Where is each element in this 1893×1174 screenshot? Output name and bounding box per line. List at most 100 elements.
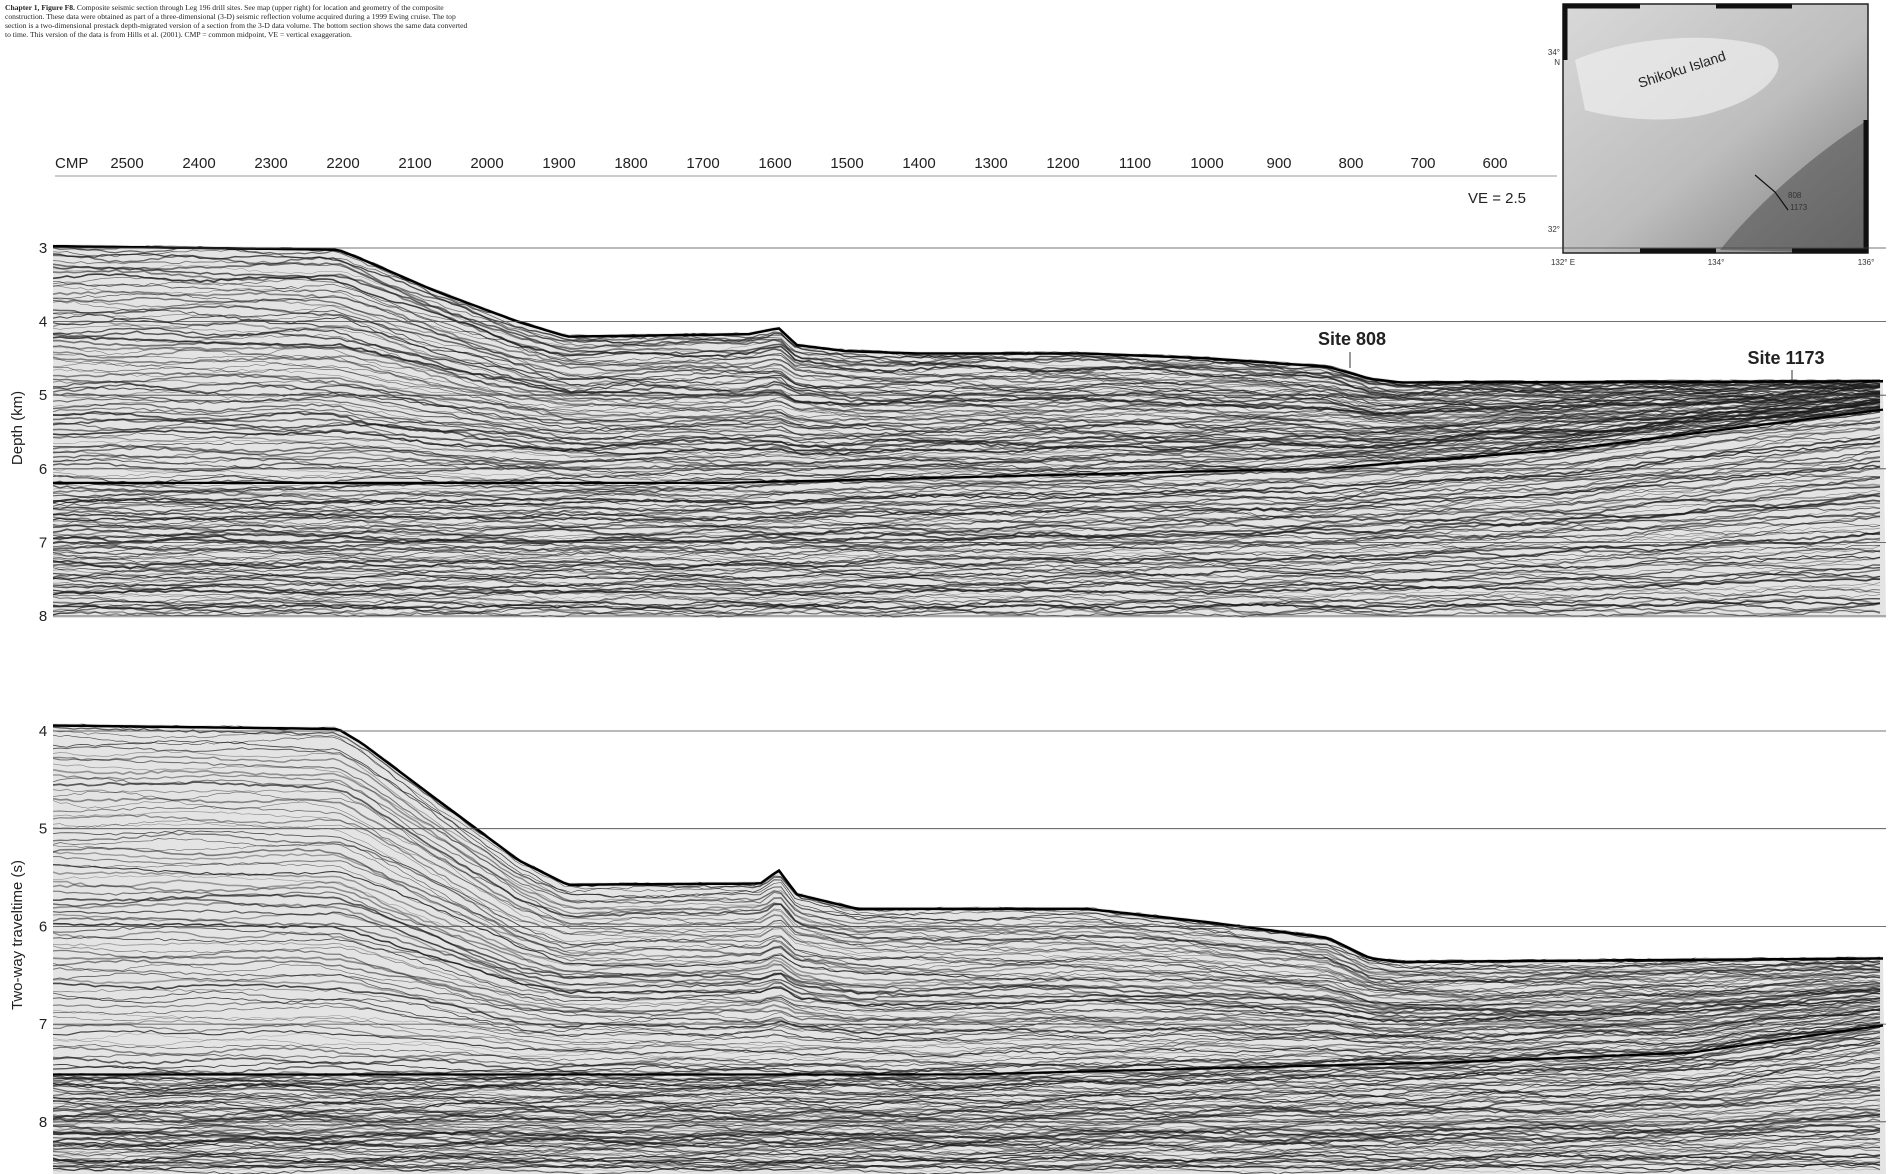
seismic-reflector — [53, 805, 1881, 988]
seismic-reflector — [53, 945, 1881, 1030]
seismic-reflector — [53, 406, 1881, 462]
cmp-tick-label: 1400 — [902, 155, 935, 172]
cmp-tick-label: 1600 — [758, 155, 791, 172]
time-tick-label: 4 — [39, 723, 47, 740]
seafloor — [52, 724, 1883, 964]
map-lon-label: 132° E — [1551, 258, 1575, 267]
map-lat-label: N — [1554, 58, 1560, 67]
seismic-reflector — [53, 576, 1881, 596]
seismic-reflector — [53, 408, 1881, 479]
seismic-reflector — [53, 745, 1881, 970]
seismic-reflector — [53, 847, 1881, 1001]
seismic-reflector — [53, 1104, 1881, 1132]
seismic-reflector — [53, 988, 1881, 1040]
seismic-reflector — [53, 400, 1881, 444]
seismic-reflector — [53, 514, 1881, 555]
cmp-tick-label: 1100 — [1119, 155, 1151, 172]
seismic-reflector — [53, 434, 1881, 502]
seismic-reflector — [53, 547, 1881, 578]
seismic-reflector — [53, 333, 1881, 413]
depth-tick-label: 3 — [39, 240, 47, 257]
seismic-reflector — [53, 936, 1881, 1027]
cmp-tick-label: 1800 — [614, 155, 647, 172]
seismic-sections — [52, 244, 1886, 1174]
seismic-reflector — [53, 569, 1881, 592]
seismic-reflector — [53, 1134, 1881, 1154]
seismic-reflector — [53, 523, 1881, 560]
map-lon-label: 134° — [1708, 258, 1725, 267]
seismic-reflector — [53, 1037, 1881, 1086]
map-land — [1575, 37, 1779, 120]
seismic-reflector — [53, 1058, 1881, 1102]
seismic-reflector — [53, 1118, 1881, 1142]
seismic-reflector — [53, 1090, 1881, 1121]
seismic-reflector — [53, 345, 1881, 418]
seismic-reflector — [53, 313, 1881, 410]
seismic-reflector — [53, 1079, 1881, 1115]
seismic-reflector — [53, 763, 1881, 976]
seismic-reflector — [53, 374, 1880, 432]
seismic-reflector — [53, 1146, 1881, 1162]
seismic-reflector — [53, 1026, 1881, 1077]
seismic-reflector — [53, 400, 1881, 448]
seismic-reflector — [53, 406, 1881, 470]
seismic-reflector — [53, 466, 1881, 527]
seismic-reflector — [53, 1094, 1881, 1126]
depth-tick-label: 8 — [39, 608, 47, 625]
cmp-tick-label: 2500 — [110, 155, 143, 172]
seismic-reflector — [53, 982, 1881, 1041]
seismic-reflector — [53, 482, 1881, 537]
figure-label: Chapter 1, Figure F8. — [5, 3, 75, 12]
seismic-reflector — [53, 855, 1881, 1005]
seismic-reflector — [53, 1022, 1881, 1064]
seismic-reflector — [53, 555, 1881, 581]
seismic-reflector — [53, 1068, 1881, 1106]
seismic-reflector — [53, 1154, 1881, 1166]
seismic-reflector — [53, 283, 1881, 398]
seismic-reflector — [53, 281, 1881, 397]
seismic-reflector — [53, 515, 1881, 557]
seismic-reflector — [53, 1071, 1881, 1110]
seismic-reflector — [53, 874, 1881, 1007]
cmp-axis-label: CMP — [55, 155, 88, 172]
seismic-reflector — [53, 1085, 1881, 1119]
seismic-reflector — [53, 1110, 1881, 1137]
seismic-reflector — [53, 810, 1881, 990]
depth-axis-label: Depth (km) — [9, 391, 26, 465]
seismic-reflector — [53, 402, 1881, 457]
seismic-reflector — [53, 600, 1881, 611]
seismic-reflector — [53, 1035, 1881, 1087]
seismic-reflector — [53, 557, 1881, 586]
seismic-reflector — [53, 864, 1881, 1007]
cmp-tick-label: 900 — [1266, 155, 1291, 172]
seismic-reflector — [53, 273, 1881, 397]
cmp-tick-label: 1900 — [542, 155, 575, 172]
map-trench — [1720, 120, 1868, 253]
seismic-reflector — [53, 823, 1881, 995]
seismic-reflector — [53, 1047, 1881, 1095]
seismic-reflector — [53, 349, 1881, 422]
seismic-reflector — [53, 912, 1881, 1019]
seismic-reflector — [53, 797, 1881, 986]
seismic-reflector — [53, 606, 1881, 617]
seismic-reflector — [53, 909, 1881, 1018]
site-label: Site 1173 — [1747, 348, 1824, 368]
seismic-reflector — [53, 324, 1881, 413]
seismic-reflector — [53, 1050, 1881, 1099]
seismic-reflector — [53, 407, 1881, 482]
seismic-reflector — [53, 581, 1881, 601]
seismic-reflector — [53, 843, 1881, 998]
seismic-reflector — [53, 757, 1881, 975]
cmp-tick-label: 1000 — [1190, 155, 1223, 172]
seismic-reflector — [53, 1104, 1881, 1130]
seismic-reflector — [53, 1010, 1881, 1051]
seismic-reflector — [53, 301, 1881, 405]
seismic-reflector — [53, 426, 1881, 501]
seismic-reflector — [53, 755, 1881, 973]
site-label: Site 808 — [1318, 329, 1386, 349]
depth-tick-label: 6 — [39, 461, 47, 478]
seismic-reflector — [53, 362, 1881, 425]
cmp-tick-label: 2300 — [254, 155, 287, 172]
seismic-reflector — [53, 1157, 1881, 1170]
cmp-tick-label: 800 — [1338, 155, 1363, 172]
